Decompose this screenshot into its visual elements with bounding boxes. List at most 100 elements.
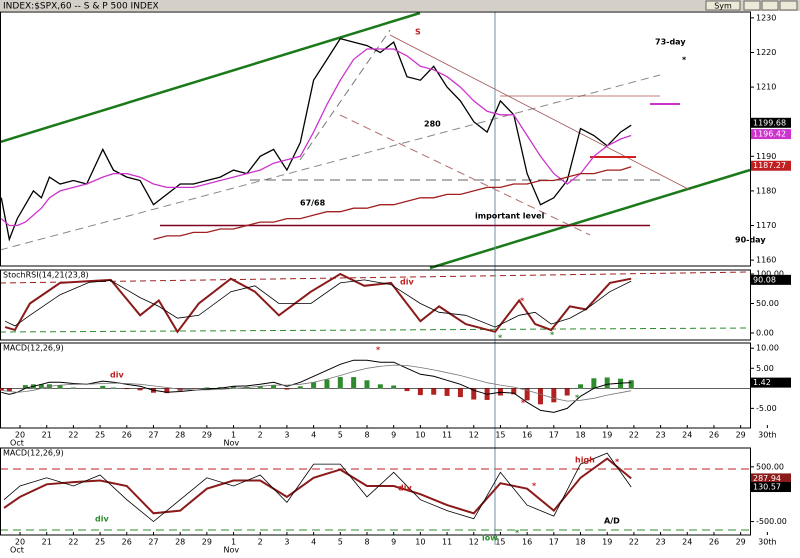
histogram-bar: [537, 388, 543, 405]
series-line: [4, 272, 632, 334]
x-tick-label: 25: [95, 538, 105, 547]
x-tick-label: 27: [148, 431, 158, 440]
y-tick-label: 500.00: [756, 462, 784, 471]
annotation: important level: [475, 212, 545, 221]
drawn-trendlines: [0, 11, 751, 545]
y-tick-label: 10.00: [756, 344, 779, 353]
panel-title: MACD(12,26,9): [3, 344, 64, 353]
price-tag: [751, 129, 791, 140]
x-tick-label: 29: [202, 431, 212, 440]
annotation: *: [615, 458, 620, 467]
series-line: [3, 457, 632, 515]
series-line: [4, 279, 632, 328]
x-tick-label: 26: [122, 431, 132, 440]
annotation: high: [575, 456, 595, 465]
x-tick-label: 9: [391, 431, 396, 440]
x-tick-label: 28: [175, 431, 185, 440]
price-tag: [751, 117, 791, 128]
x-tick-label: 21: [42, 538, 52, 547]
x-tick-label: 16: [522, 538, 532, 547]
x-tick-label: 12: [469, 538, 479, 547]
series-line: [1, 364, 632, 402]
month-label: Nov: [224, 439, 240, 448]
x-tick-label: 15: [495, 431, 505, 440]
y-tick-label: 1180: [756, 186, 776, 195]
y-tick-label: 1170: [756, 221, 776, 230]
price-tag: [751, 377, 791, 388]
histogram-bar: [564, 388, 570, 396]
x-tick-label: 23: [655, 431, 665, 440]
annotation: A/D: [604, 517, 620, 526]
histogram-bar: [511, 388, 517, 395]
max-button[interactable]: [761, 0, 779, 11]
y-tick-label: -5.00: [756, 404, 777, 413]
annotation: *: [520, 297, 525, 306]
x-tick-label: 4: [311, 431, 316, 440]
x-tick-label: 24: [682, 538, 692, 547]
min-button[interactable]: [743, 0, 761, 11]
x-tick-label: 23: [655, 538, 665, 547]
x-tick-label: 18: [575, 431, 585, 440]
panel-frame: [0, 11, 751, 267]
x-tick-label: 20: [15, 431, 25, 440]
x-tick-label: 27: [148, 538, 158, 547]
annotation: 73-day: [655, 38, 686, 47]
x-tick-label: 9: [391, 538, 396, 547]
histogram-bar: [431, 388, 437, 395]
panel-title: MACD(12,26,9): [3, 449, 64, 458]
month-label: Nov: [224, 546, 240, 555]
panel-title: StochRSI(14,21(23,8): [3, 271, 89, 280]
histogram-bar: [628, 380, 634, 389]
x-tick-label: 2: [258, 431, 263, 440]
month-label: Oct: [10, 546, 24, 555]
y-tick-label: 1230: [756, 13, 776, 22]
x-tick-label: 20: [15, 538, 25, 547]
y-tick-label: 1210: [756, 83, 776, 92]
y-tick-label: 100.00: [756, 270, 784, 279]
close-button[interactable]: [779, 0, 798, 11]
price-tag-label: 1196.42: [753, 130, 786, 139]
price-tag: [751, 274, 791, 285]
histogram-bar: [578, 384, 584, 389]
x-tick-label: 8: [364, 431, 369, 440]
histogram-bar: [337, 377, 343, 389]
histogram-bar: [324, 379, 330, 389]
histogram-bar: [177, 388, 183, 391]
x-tick-label: 11: [442, 538, 452, 547]
chart-title: INDEX:$SPX,60 -- S & P 500 INDEX: [3, 2, 159, 12]
series-line: [153, 166, 632, 241]
x-tick-label: 22: [629, 431, 639, 440]
histogram-bar: [377, 384, 383, 389]
price-tag-label: 130.57: [753, 483, 781, 492]
histogram-bar: [137, 388, 143, 391]
sym-button[interactable]: [705, 0, 741, 11]
histogram-bar: [257, 386, 263, 389]
price-tag: [751, 482, 791, 493]
annotation: *: [532, 482, 537, 491]
x-tick-label: 29: [736, 538, 746, 547]
histogram-bar: [351, 377, 357, 389]
x-tick-label: 30th: [758, 431, 776, 440]
histogram-bar: [38, 384, 44, 389]
histogram-bar: [604, 377, 610, 389]
histogram-bar: [471, 388, 477, 400]
histogram-bar: [6, 388, 12, 392]
annotation: 90-day: [735, 236, 766, 245]
y-tick-label: 50.00: [756, 299, 779, 308]
histogram-bar: [404, 388, 410, 392]
annotation: div: [400, 278, 414, 287]
x-tick-label: 5: [338, 431, 343, 440]
x-tick-label: 24: [682, 431, 692, 440]
annotation: *: [575, 394, 580, 403]
annotation: div: [398, 484, 412, 493]
annotation: S: [415, 28, 421, 37]
x-tick-label: 30th: [758, 538, 776, 547]
y-tick-label: 0.00: [756, 328, 774, 337]
histogram-bar: [204, 387, 210, 389]
histogram-bar: [457, 388, 463, 398]
x-tick-label: 3: [284, 538, 289, 547]
x-tick-label: 16: [522, 431, 532, 440]
x-tick-label: 22: [629, 538, 639, 547]
price-tag-label: 1199.68: [753, 118, 786, 127]
